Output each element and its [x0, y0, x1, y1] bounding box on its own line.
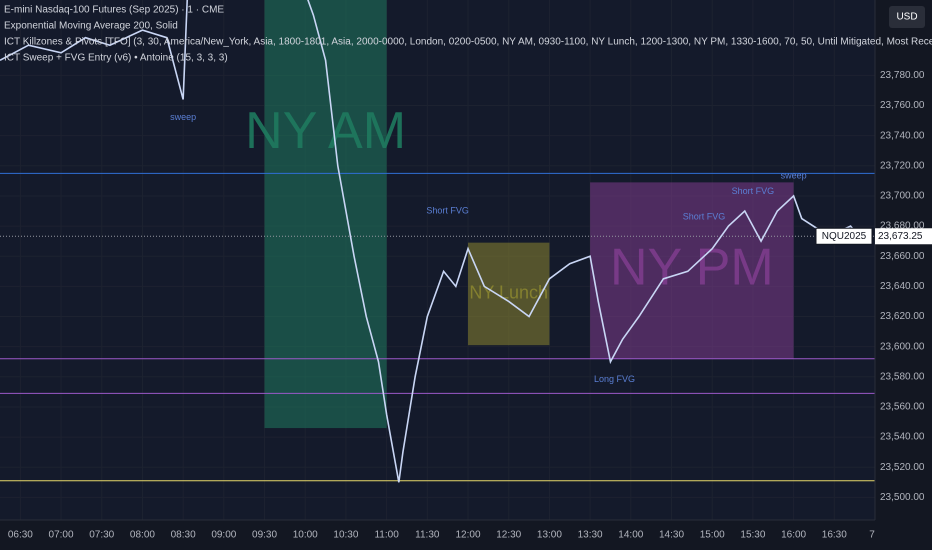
- x-tick-label: 16:00: [781, 530, 806, 541]
- currency[interactable]: USD: [896, 12, 917, 23]
- y-tick-label: 23,780.00: [880, 70, 925, 81]
- time-axis: [0, 520, 875, 550]
- x-tick-label: 13:00: [537, 530, 562, 541]
- annotation: Short FVG: [683, 211, 726, 221]
- y-tick-label: 23,700.00: [880, 191, 925, 202]
- y-tick-label: 23,500.00: [880, 492, 925, 503]
- indicator-label: Exponential Moving Average 200, Solid: [4, 21, 178, 32]
- y-tick-label: 23,520.00: [880, 462, 925, 473]
- y-tick-label: 23,620.00: [880, 311, 925, 322]
- x-tick-label: 12:00: [456, 530, 481, 541]
- x-tick-label: 07:00: [49, 530, 74, 541]
- symbol-label: NQU2025: [822, 231, 867, 242]
- annotation: Short FVG: [732, 186, 775, 196]
- currency-button[interactable]: [889, 6, 925, 28]
- x-tick-label: 06:30: [8, 530, 33, 541]
- y-tick-label: 23,680.00: [880, 221, 925, 232]
- indicator-label: ICT Sweep + FVG Entry (v6) • Antoine (15…: [4, 53, 228, 64]
- annotation: Short FVG: [426, 205, 469, 215]
- session-box: [468, 242, 550, 346]
- x-tick-label: 08:00: [130, 530, 155, 541]
- x-tick-label: 15:30: [740, 530, 765, 541]
- x-tick-label: 16:30: [822, 530, 847, 541]
- symbol-tag: [815, 227, 873, 245]
- x-tick-label: 11:00: [374, 530, 399, 541]
- x-tick-label: 11:30: [415, 530, 440, 541]
- annotation: sweep: [781, 171, 807, 181]
- session-label: NY AM: [245, 102, 406, 160]
- y-tick-label: 23,600.00: [880, 341, 925, 352]
- x-tick-label: 14:00: [618, 530, 643, 541]
- x-tick-label: 13:30: [578, 530, 603, 541]
- annotation: Long FVG: [594, 374, 635, 384]
- y-tick-label: 23,560.00: [880, 402, 925, 413]
- x-tick-label: 10:00: [293, 530, 318, 541]
- session-box: [590, 182, 794, 359]
- x-tick-label: 15:00: [700, 530, 725, 541]
- x-tick-label: 7: [869, 530, 875, 541]
- x-tick-label: 08:30: [171, 530, 196, 541]
- y-tick-label: 23,740.00: [880, 130, 925, 141]
- x-tick-label: 09:30: [252, 530, 277, 541]
- price-tag: [875, 228, 932, 245]
- session-box: [264, 0, 387, 429]
- y-tick-label: 23,760.00: [880, 100, 925, 111]
- x-tick-label: 12:30: [496, 530, 521, 541]
- price-label: 23,673.25: [878, 231, 923, 242]
- y-tick-label: 23,720.00: [880, 160, 925, 171]
- y-tick-label: 23,580.00: [880, 371, 925, 382]
- price-line: [0, 0, 860, 483]
- indicator-label: ICT Killzones & Pivots [TFO] (3, 30, Ame…: [4, 37, 932, 48]
- y-tick-label: 23,660.00: [880, 251, 925, 262]
- x-tick-label: 07:30: [89, 530, 114, 541]
- x-tick-label: 10:30: [333, 530, 358, 541]
- x-tick-label: 09:00: [211, 530, 236, 541]
- session-label: NY Lunch: [469, 283, 548, 303]
- y-tick-label: 23,640.00: [880, 281, 925, 292]
- x-tick-label: 14:30: [659, 530, 684, 541]
- y-tick-label: 23,540.00: [880, 432, 925, 443]
- chart-title: E-mini Nasdaq-100 Futures (Sep 2025) · 1…: [4, 5, 224, 16]
- price-axis: [875, 0, 932, 550]
- annotation: sweep: [170, 112, 196, 122]
